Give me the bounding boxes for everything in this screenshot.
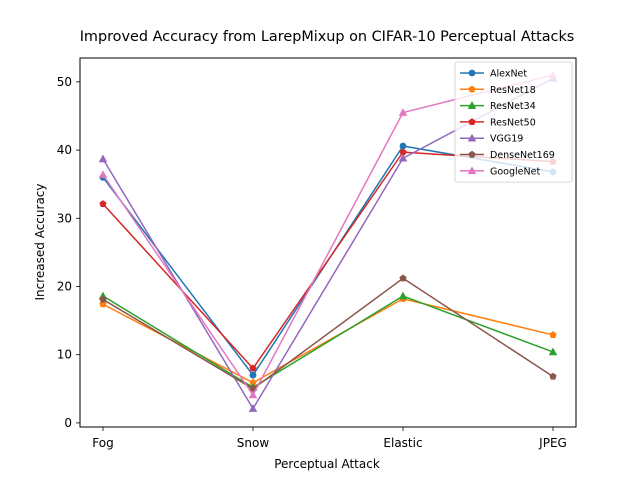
plot-frame <box>79 57 577 428</box>
data-point-densenet169 <box>99 295 107 303</box>
data-point-resnet50 <box>249 364 257 372</box>
y-axis-label: Increased Accuracy <box>33 184 47 301</box>
legend-label-resnet18: ResNet18 <box>490 85 536 96</box>
data-point-densenet169 <box>549 372 557 380</box>
data-point-vgg19 <box>248 404 258 412</box>
data-point-resnet18 <box>549 331 557 338</box>
x-tick-label: JPEG <box>538 436 567 450</box>
chart-title: Improved Accuracy from LarepMixup on CIF… <box>80 29 575 45</box>
legend-marker-resnet18 <box>468 85 476 93</box>
y-tick-label: 50 <box>57 75 72 89</box>
y-tick-label: 40 <box>57 143 72 157</box>
x-tick-label: Fog <box>92 436 113 450</box>
data-point-googlenet <box>248 390 258 399</box>
y-tick-label: 20 <box>57 279 72 293</box>
legend-marker-resnet50 <box>468 118 476 125</box>
y-tick-label: 30 <box>57 211 72 225</box>
legend-label-alexnet: AlexNet <box>490 69 527 80</box>
legend-label-googlenet: GoogleNet <box>490 166 540 177</box>
data-point-alexnet <box>249 371 257 379</box>
x-tick-label: Snow <box>237 436 270 450</box>
legend-marker-resnet34 <box>467 101 477 109</box>
data-point-vgg19 <box>398 153 408 162</box>
legend-marker-vgg19 <box>467 133 477 142</box>
legend-label-densenet169: DenseNet169 <box>490 150 555 161</box>
legend-label-vgg19: VGG19 <box>490 134 523 145</box>
legend-box <box>454 61 573 183</box>
data-point-resnet34 <box>398 291 408 300</box>
legend-label-resnet34: ResNet34 <box>490 101 536 112</box>
legend: AlexNet ResNet18 ResNet34 ResNet50 VGG19 Dens… <box>454 61 573 183</box>
legend-marker-densenet169 <box>468 150 476 158</box>
data-point-alexnet <box>399 142 407 150</box>
legend-label-resnet50: ResNet50 <box>490 117 536 128</box>
data-point-densenet169 <box>399 274 407 282</box>
data-point-googlenet <box>98 170 108 178</box>
x-tick-label: Elastic <box>383 436 422 450</box>
y-tick-label: 10 <box>57 348 72 362</box>
data-point-googlenet <box>398 108 408 116</box>
data-point-resnet34 <box>548 347 558 356</box>
legend-marker-alexnet <box>468 69 476 77</box>
x-axis-label: Perceptual Attack <box>274 457 380 471</box>
series-line-densenet169 <box>102 277 554 390</box>
data-point-vgg19 <box>98 154 108 163</box>
legend-marker-googlenet <box>467 166 477 175</box>
y-tick-label: 0 <box>64 416 72 430</box>
series-line-resnet34 <box>102 295 554 389</box>
data-point-resnet50 <box>99 200 107 208</box>
